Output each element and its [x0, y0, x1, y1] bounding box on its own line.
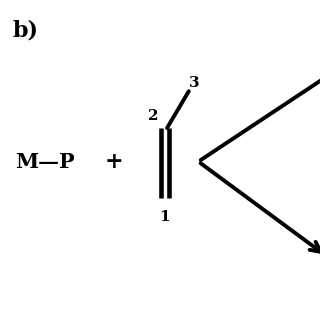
Text: b): b) [13, 19, 39, 41]
Text: M—P: M—P [15, 152, 75, 172]
Text: 2: 2 [148, 109, 158, 123]
Text: 1: 1 [159, 210, 170, 224]
Text: +: + [104, 151, 123, 172]
Text: 3: 3 [189, 76, 199, 90]
